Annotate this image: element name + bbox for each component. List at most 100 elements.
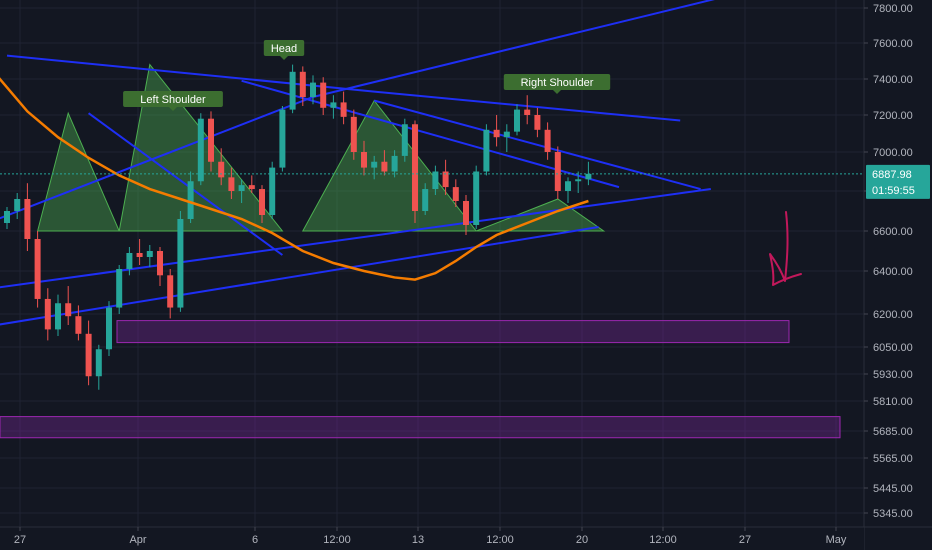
candle-series xyxy=(4,64,592,390)
callout-label: Head xyxy=(271,43,297,55)
y-tick-label: 5565.00 xyxy=(873,453,913,465)
candle-body xyxy=(585,173,592,180)
candle-body xyxy=(483,129,490,172)
price-axis: 7800.007600.007400.007200.007000.006800.… xyxy=(863,0,932,550)
candle-body xyxy=(503,131,510,138)
trend-line xyxy=(373,99,701,191)
candle-body xyxy=(228,177,235,191)
axis-background xyxy=(864,0,932,550)
candle-body xyxy=(65,303,72,317)
y-tick-label: 5810.00 xyxy=(873,396,913,408)
callout-pointer xyxy=(553,90,561,94)
y-tick-label: 5930.00 xyxy=(873,369,913,381)
candle-body xyxy=(524,109,531,115)
candle-body xyxy=(187,181,194,219)
candle-body xyxy=(4,211,10,223)
candle-body xyxy=(565,181,571,191)
candle-body xyxy=(14,199,21,211)
price-badge xyxy=(866,164,930,199)
candle-body xyxy=(371,161,378,168)
candle-body xyxy=(44,298,51,330)
support-zones xyxy=(0,320,841,439)
trend-line xyxy=(88,112,283,256)
pattern-triangle xyxy=(476,198,606,232)
y-tick-label: 7400.00 xyxy=(873,74,913,86)
callout-label: Left Shoulder xyxy=(140,94,206,106)
candle-body xyxy=(422,189,429,211)
trend-line xyxy=(6,54,681,122)
candle-body xyxy=(106,307,112,350)
candle-body xyxy=(34,239,41,299)
y-tick-label: 7000.00 xyxy=(873,147,913,159)
x-tick-label: 27 xyxy=(14,534,26,546)
candle-body xyxy=(85,333,92,377)
candle-body xyxy=(381,161,388,172)
candle-body xyxy=(473,171,480,225)
candle-body xyxy=(75,316,82,334)
callout-box xyxy=(263,40,305,56)
down-arrow-icon xyxy=(769,211,802,286)
candle-body xyxy=(177,219,184,308)
trend-line xyxy=(0,226,599,326)
candle-body xyxy=(208,118,214,162)
pattern-triangle xyxy=(301,99,478,232)
candle-body xyxy=(238,185,245,191)
candle-body xyxy=(95,349,102,377)
y-tick-label: 5445.00 xyxy=(873,483,913,495)
y-tick-label: 6400.00 xyxy=(873,266,913,278)
y-tick-label: 7600.00 xyxy=(873,38,913,50)
x-tick-label: 12:00 xyxy=(486,534,514,546)
y-tick-label: 7800.00 xyxy=(873,3,913,15)
candle-body xyxy=(167,275,174,308)
candle-body xyxy=(401,124,408,156)
candle-body xyxy=(320,82,327,108)
x-tick-label: 27 xyxy=(739,534,751,546)
y-tick-label: 6600.00 xyxy=(873,226,913,238)
pattern-labels: Left Shoulder Head Right Shoulder xyxy=(123,40,611,111)
moving-average xyxy=(0,77,589,281)
y-tick-label: 7200.00 xyxy=(873,110,913,122)
candle-body xyxy=(55,303,61,330)
candle-body xyxy=(432,171,439,190)
candle-body xyxy=(350,116,357,152)
candle-body xyxy=(269,167,276,215)
candle-body xyxy=(146,251,153,257)
callout-label: Right Shoulder xyxy=(521,77,594,89)
candle-body xyxy=(575,179,582,182)
candle-body xyxy=(544,129,551,152)
candle-body xyxy=(534,115,541,130)
candle-body xyxy=(157,251,163,276)
candle-body xyxy=(463,201,469,225)
x-tick-label: 6 xyxy=(252,534,258,546)
countdown-label: 01:59:55 xyxy=(872,185,915,197)
x-tick-label: May xyxy=(826,534,847,546)
y-tick-label: 6050.00 xyxy=(873,342,913,354)
x-tick-label: 13 xyxy=(412,534,424,546)
candle-body xyxy=(299,71,306,97)
moving-average-line xyxy=(0,77,589,281)
candle-body xyxy=(361,152,367,168)
candle-body xyxy=(493,129,500,138)
y-tick-label: 6200.00 xyxy=(873,309,913,321)
candle-body xyxy=(514,109,520,132)
candle-body xyxy=(554,152,561,191)
candle-body xyxy=(279,109,286,168)
callout-box xyxy=(503,74,611,90)
support-zone xyxy=(116,320,790,344)
candle-body xyxy=(126,253,133,269)
candle-body xyxy=(310,82,316,97)
x-tick-label: 20 xyxy=(576,534,588,546)
y-tick-label: 5685.00 xyxy=(873,426,913,438)
time-axis: 27 Apr 6 12:00 13 12:00 20 12:00 27 May xyxy=(0,526,932,550)
candle-body xyxy=(442,171,449,188)
x-tick-label: Apr xyxy=(129,534,146,546)
candle-body xyxy=(391,155,398,172)
callout-box xyxy=(123,91,223,107)
callout-pointer xyxy=(169,107,177,111)
candle-body xyxy=(412,124,418,211)
trend-line xyxy=(0,188,711,289)
callout-pointer xyxy=(280,56,288,60)
candle-body xyxy=(330,102,337,108)
candle-body xyxy=(259,189,265,215)
